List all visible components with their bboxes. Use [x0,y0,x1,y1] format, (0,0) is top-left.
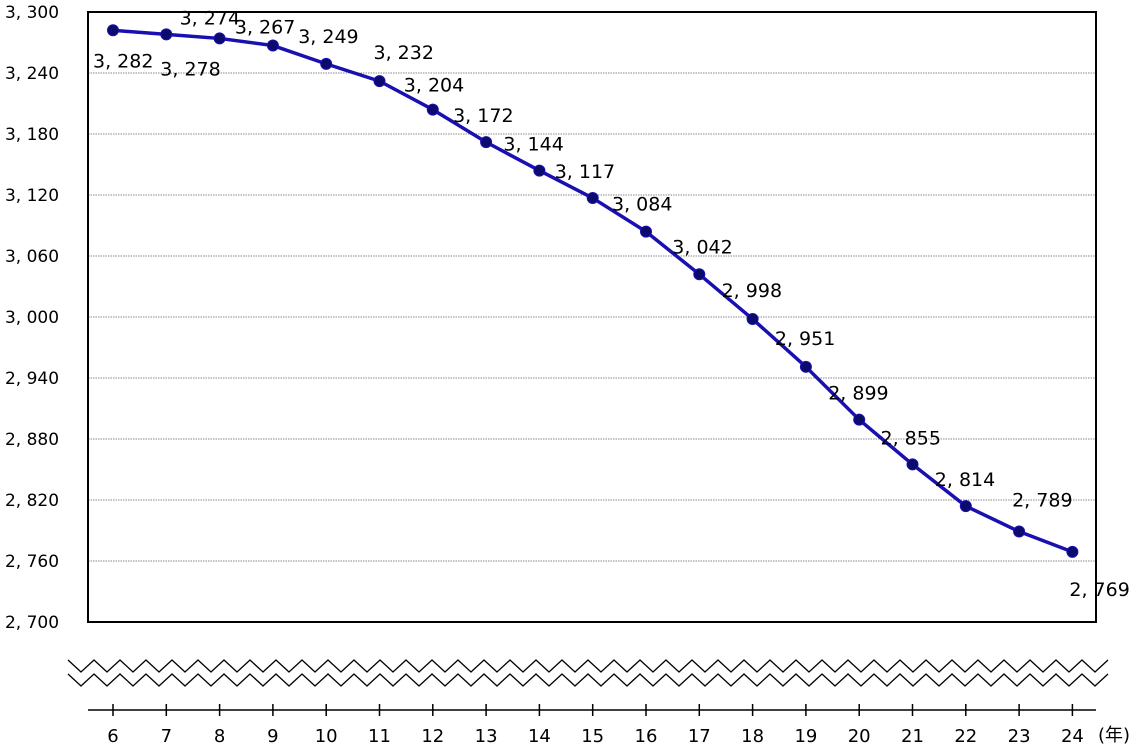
y-tick-label: 2, 940 [5,369,59,389]
data-point [1013,525,1026,538]
data-point [213,32,226,45]
data-point [1066,545,1079,558]
data-label: 2, 814 [935,469,995,491]
y-tick-label: 3, 120 [5,186,59,206]
x-tick-label: 23 [1008,726,1031,747]
x-tick-label: 12 [421,726,444,747]
data-label: 2, 789 [1012,490,1072,512]
y-tick-label: 3, 060 [5,247,59,267]
x-tick-label: 21 [901,726,924,747]
data-point [746,313,759,326]
x-tick-label: 9 [267,726,278,747]
x-tick-label: 19 [794,726,817,747]
y-tick-label: 3, 180 [5,125,59,145]
axis-break-wave-bottom [67,673,1109,687]
data-point [586,192,599,205]
data-label: 3, 117 [555,161,615,183]
data-label: 2, 951 [775,328,835,350]
y-tick-label: 3, 240 [5,64,59,84]
x-tick-label: 24 [1061,726,1084,747]
data-point [693,268,706,281]
data-point [373,75,386,88]
data-label: 2, 998 [722,280,782,302]
data-point [799,360,812,373]
x-tick-label: 8 [214,726,225,747]
data-point [160,28,173,41]
data-point [906,458,919,471]
y-tick-label: 2, 880 [5,430,59,450]
x-tick-label: 11 [368,726,391,747]
axis-break-wave-top [67,659,1109,673]
data-label: 3, 084 [612,194,672,216]
plot-frame [87,11,1097,623]
data-label: 2, 769 [1069,579,1129,601]
x-axis-ticks: 6 7 8 9 10 11 12 13 14 15 16 17 18 19 20 21 22 23 24 [107,704,1084,747]
data-label: 3, 278 [160,58,220,80]
data-point [853,413,866,426]
axis-break [67,659,1109,687]
series-line [112,28,1074,554]
y-tick-label: 2, 760 [5,552,59,572]
x-tick-label: 17 [688,726,711,747]
data-markers [107,24,1079,558]
data-label: 3, 042 [672,236,732,258]
x-tick-label: 22 [954,726,977,747]
data-point [107,24,119,37]
x-tick-label: 14 [528,726,551,747]
x-tick-label: 20 [848,726,871,747]
data-label: 3, 204 [404,75,464,97]
data-label: 3, 144 [503,134,563,156]
x-tick-label: 15 [581,726,604,747]
data-label: 2, 855 [881,427,941,449]
data-point [480,136,493,149]
grid-lines [88,72,1096,562]
data-label: 3, 249 [298,26,358,48]
y-tick-label: 3, 300 [5,3,59,23]
x-axis-unit: (年) [1098,725,1130,746]
y-tick-label: 2, 820 [5,491,59,511]
x-tick-label: 6 [107,726,118,747]
data-label: 2, 899 [828,383,888,405]
data-point [640,225,652,238]
x-tick-label: 13 [475,726,498,747]
x-tick-label: 10 [315,726,338,747]
x-tick-label: 7 [161,726,172,747]
data-point [320,57,333,70]
data-point [533,164,546,177]
x-tick-label: 18 [741,726,764,747]
data-label: 3, 282 [93,50,153,72]
data-label: 3, 267 [235,17,295,39]
data-point [266,39,279,52]
data-label: 3, 172 [453,105,513,127]
y-axis-ticks: 3, 300 3, 240 3, 180 3, 120 3, 060 3, 000 2, 9… [5,3,59,633]
data-label: 3, 232 [374,42,434,64]
y-tick-label: 3, 000 [5,308,59,328]
x-tick-label: 16 [635,726,658,747]
data-point [959,500,972,513]
y-tick-label: 2, 700 [5,613,59,633]
data-point [426,103,439,116]
data-label: 3, 274 [180,7,240,29]
